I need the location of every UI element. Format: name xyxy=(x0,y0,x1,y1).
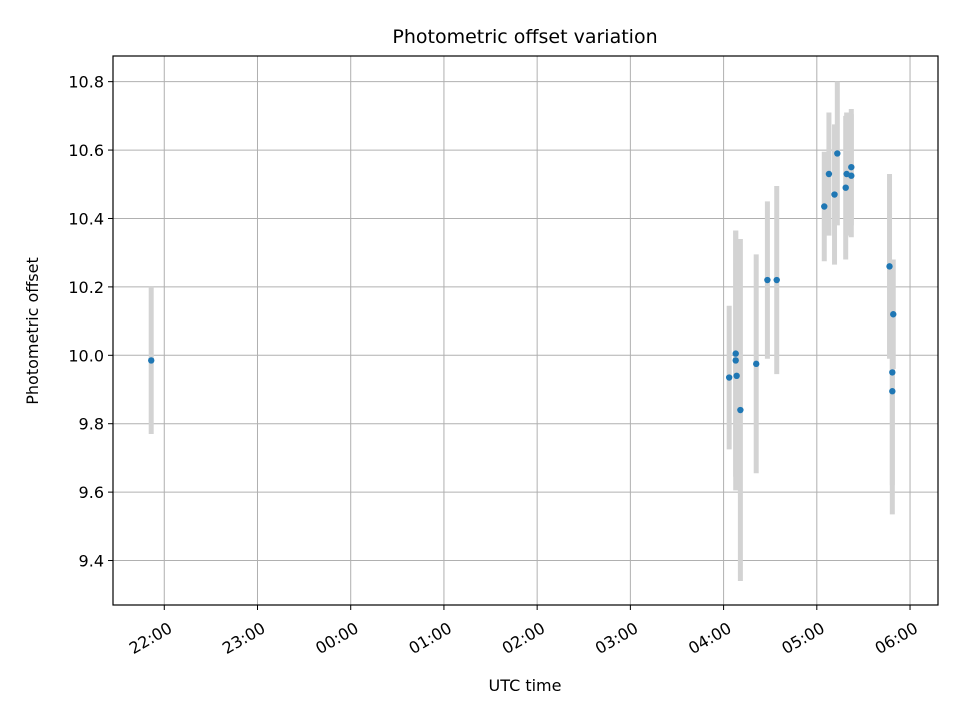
data-point xyxy=(732,357,739,364)
y-tick-label: 9.8 xyxy=(79,415,104,434)
data-point xyxy=(890,311,897,318)
grid xyxy=(113,56,938,605)
data-point xyxy=(834,150,841,157)
data-point xyxy=(773,276,780,284)
data-point xyxy=(737,406,744,414)
data-point xyxy=(825,170,833,178)
plot-frame xyxy=(112,55,939,606)
y-tick-label: 10.8 xyxy=(68,73,104,92)
data-point xyxy=(732,350,739,357)
y-tick-label: 10.6 xyxy=(68,141,104,160)
y-tick-label: 9.6 xyxy=(79,483,104,502)
data-point xyxy=(886,263,893,270)
chart-title: Photometric offset variation xyxy=(392,26,657,48)
y-tick-label: 10.0 xyxy=(68,346,104,365)
data-point xyxy=(725,374,733,381)
data-point xyxy=(753,360,760,368)
data-point xyxy=(848,163,855,171)
data-point xyxy=(831,191,838,198)
data-point xyxy=(821,203,828,210)
y-axis: 9.4 9.6 9.8 10.0 10.2 10.4 10.6 10.8 xyxy=(68,73,113,571)
data-point xyxy=(842,184,849,191)
y-tick-label: 10.2 xyxy=(68,278,104,297)
data-point xyxy=(764,276,771,284)
data-points xyxy=(148,150,897,414)
data-point xyxy=(848,172,855,179)
data-point xyxy=(733,372,740,380)
data-point xyxy=(889,369,896,376)
y-tick-label: 9.4 xyxy=(79,552,104,571)
x-axis-label: UTC time xyxy=(489,676,562,695)
y-tick-label: 10.4 xyxy=(68,209,104,228)
data-point xyxy=(889,388,896,395)
data-point xyxy=(148,357,155,364)
y-axis-label: Photometric offset xyxy=(23,257,42,405)
